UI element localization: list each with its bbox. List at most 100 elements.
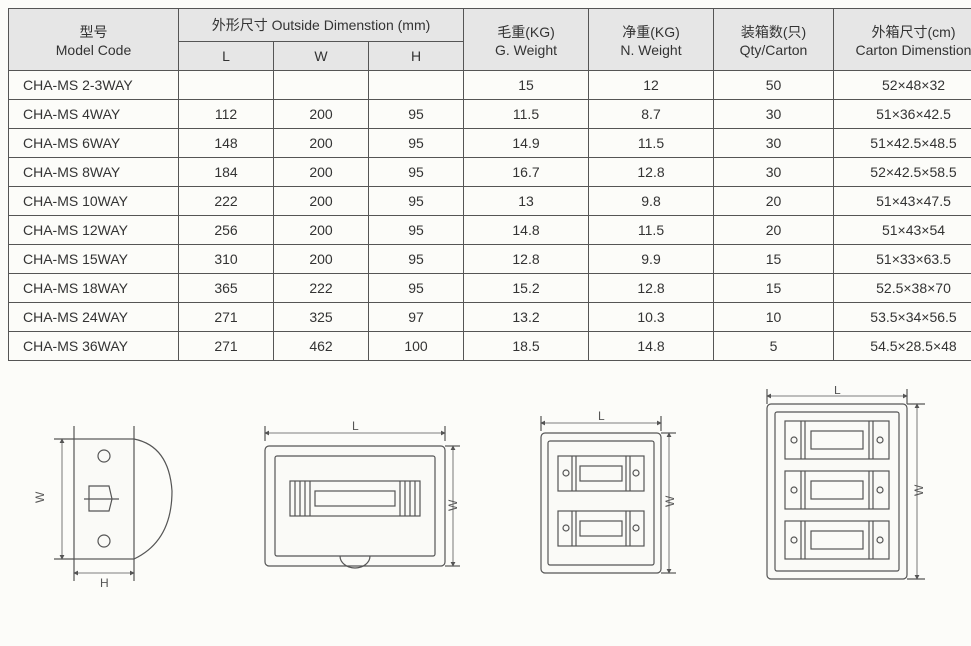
svg-text:H: H [100, 576, 109, 590]
hdr-carton: 外箱尺寸(cm) Carton Dimenstion [834, 9, 971, 71]
hdr-L: L [179, 42, 274, 71]
cell-nw: 14.8 [589, 332, 714, 361]
cell-nw: 12.8 [589, 274, 714, 303]
svg-text:W: W [34, 491, 47, 503]
cell-W: 325 [274, 303, 369, 332]
cell-qty: 15 [714, 245, 834, 274]
cell-L: 112 [179, 100, 274, 129]
cell-model: CHA-MS 18WAY [9, 274, 179, 303]
svg-text:L: L [834, 386, 841, 397]
cell-H [369, 71, 464, 100]
svg-text:L: L [598, 411, 605, 423]
spec-table: 型号 Model Code 外形尺寸 Outside Dimenstion (m… [8, 8, 971, 361]
table-row: CHA-MS 4WAY1122009511.58.73051×36×42.5 [9, 100, 971, 129]
cell-carton: 51×43×47.5 [834, 187, 971, 216]
cell-L [179, 71, 274, 100]
cell-W: 200 [274, 245, 369, 274]
cell-gw: 12.8 [464, 245, 589, 274]
cell-nw: 11.5 [589, 129, 714, 158]
cell-qty: 50 [714, 71, 834, 100]
cell-model: CHA-MS 36WAY [9, 332, 179, 361]
hdr-H: H [369, 42, 464, 71]
cell-carton: 51×33×63.5 [834, 245, 971, 274]
hdr-gw: 毛重(KG) G. Weight [464, 9, 589, 71]
cell-L: 310 [179, 245, 274, 274]
diagrams-row: H W L W L [8, 386, 963, 591]
cell-model: CHA-MS 10WAY [9, 187, 179, 216]
cell-qty: 20 [714, 216, 834, 245]
cell-H: 95 [369, 158, 464, 187]
cell-nw: 8.7 [589, 100, 714, 129]
cell-nw: 12.8 [589, 158, 714, 187]
cell-qty: 30 [714, 100, 834, 129]
cell-H: 95 [369, 129, 464, 158]
cell-model: CHA-MS 6WAY [9, 129, 179, 158]
svg-text:W: W [446, 499, 460, 511]
cell-H: 95 [369, 187, 464, 216]
cell-qty: 10 [714, 303, 834, 332]
cell-gw: 16.7 [464, 158, 589, 187]
cell-carton: 51×43×54 [834, 216, 971, 245]
cell-carton: 53.5×34×56.5 [834, 303, 971, 332]
table-row: CHA-MS 12WAY2562009514.811.52051×43×54 [9, 216, 971, 245]
cell-L: 365 [179, 274, 274, 303]
cell-W: 462 [274, 332, 369, 361]
cell-L: 184 [179, 158, 274, 187]
diagram-2row: L W [516, 411, 686, 591]
svg-text:W: W [663, 495, 677, 507]
table-row: CHA-MS 2-3WAY15125052×48×32 [9, 71, 971, 100]
cell-W: 200 [274, 187, 369, 216]
cell-gw: 13.2 [464, 303, 589, 332]
table-row: CHA-MS 8WAY1842009516.712.83052×42.5×58.… [9, 158, 971, 187]
diagram-3row: L W [737, 386, 937, 591]
cell-L: 271 [179, 303, 274, 332]
cell-carton: 51×36×42.5 [834, 100, 971, 129]
cell-H: 97 [369, 303, 464, 332]
table-row: CHA-MS 15WAY3102009512.89.91551×33×63.5 [9, 245, 971, 274]
table-row: CHA-MS 24WAY2713259713.210.31053.5×34×56… [9, 303, 971, 332]
cell-qty: 30 [714, 129, 834, 158]
cell-H: 95 [369, 216, 464, 245]
cell-W: 200 [274, 158, 369, 187]
cell-qty: 5 [714, 332, 834, 361]
cell-model: CHA-MS 2-3WAY [9, 71, 179, 100]
table-row: CHA-MS 18WAY3652229515.212.81552.5×38×70 [9, 274, 971, 303]
hdr-qty: 装箱数(只) Qty/Carton [714, 9, 834, 71]
cell-gw: 14.9 [464, 129, 589, 158]
cell-carton: 52.5×38×70 [834, 274, 971, 303]
svg-text:W: W [912, 484, 926, 496]
cell-L: 271 [179, 332, 274, 361]
cell-model: CHA-MS 4WAY [9, 100, 179, 129]
cell-carton: 51×42.5×48.5 [834, 129, 971, 158]
cell-model: CHA-MS 15WAY [9, 245, 179, 274]
table-row: CHA-MS 36WAY27146210018.514.8554.5×28.5×… [9, 332, 971, 361]
cell-qty: 15 [714, 274, 834, 303]
cell-gw: 15.2 [464, 274, 589, 303]
diagram-side: H W [34, 421, 184, 591]
cell-W: 200 [274, 216, 369, 245]
cell-W: 200 [274, 129, 369, 158]
cell-carton: 52×42.5×58.5 [834, 158, 971, 187]
cell-H: 100 [369, 332, 464, 361]
cell-gw: 15 [464, 71, 589, 100]
cell-W: 200 [274, 100, 369, 129]
hdr-W: W [274, 42, 369, 71]
diagram-1row: L W [235, 421, 465, 591]
hdr-outside: 外形尺寸 Outside Dimenstion (mm) [179, 9, 464, 42]
cell-gw: 18.5 [464, 332, 589, 361]
cell-qty: 20 [714, 187, 834, 216]
hdr-model: 型号 Model Code [9, 9, 179, 71]
cell-gw: 14.8 [464, 216, 589, 245]
cell-L: 222 [179, 187, 274, 216]
table-row: CHA-MS 6WAY1482009514.911.53051×42.5×48.… [9, 129, 971, 158]
hdr-nw: 净重(KG) N. Weight [589, 9, 714, 71]
svg-text:L: L [352, 421, 359, 433]
cell-H: 95 [369, 274, 464, 303]
cell-gw: 13 [464, 187, 589, 216]
cell-qty: 30 [714, 158, 834, 187]
cell-nw: 9.8 [589, 187, 714, 216]
table-row: CHA-MS 10WAY22220095139.82051×43×47.5 [9, 187, 971, 216]
cell-carton: 52×48×32 [834, 71, 971, 100]
cell-L: 256 [179, 216, 274, 245]
cell-W [274, 71, 369, 100]
